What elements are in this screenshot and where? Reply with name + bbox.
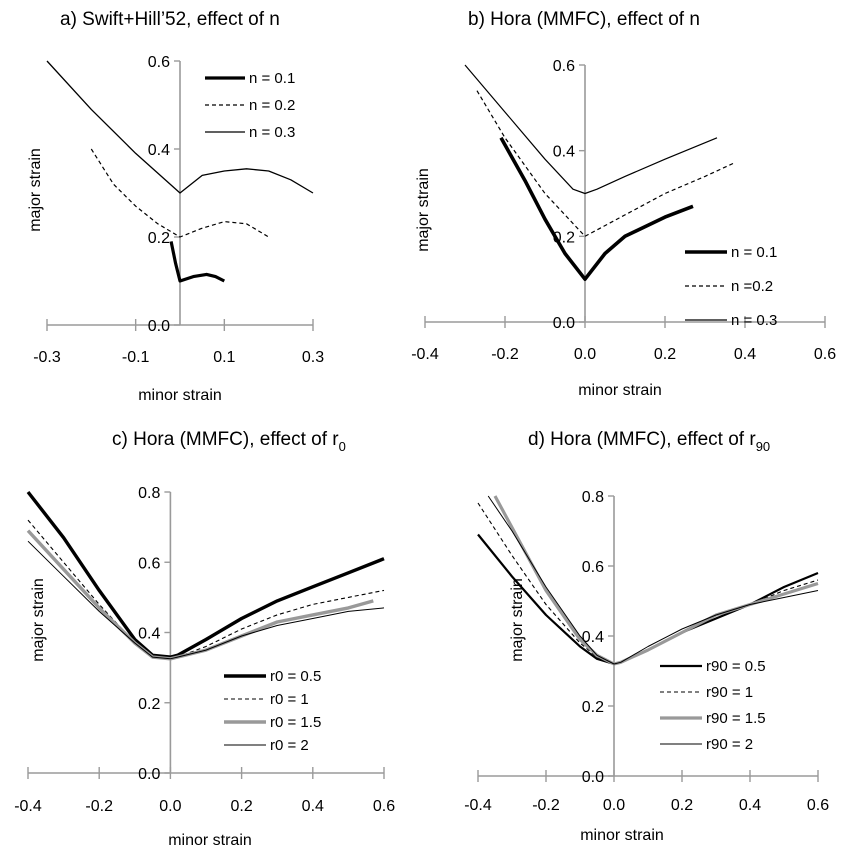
x-tick-label: 0.2 bbox=[230, 798, 252, 815]
x-tick-label: -0.4 bbox=[14, 798, 42, 815]
series-line-c-1 bbox=[26, 490, 385, 659]
x-tick-label: -0.2 bbox=[532, 797, 560, 814]
legend-label: n = 0.3 bbox=[731, 312, 777, 329]
chart-title-b: b) Hora (MMFC), effect of n bbox=[468, 9, 700, 30]
y-axis-label: major strain bbox=[509, 578, 526, 662]
x-tick-label: -0.3 bbox=[33, 349, 61, 366]
legend-label: n = 0.2 bbox=[249, 97, 295, 114]
series-line-a-2 bbox=[90, 148, 270, 238]
y-tick-label: 0.0 bbox=[553, 315, 575, 332]
chart-panel-d: d) Hora (MMFC), effect of r90 -0.4 -0.2 0.0… bbox=[464, 429, 829, 844]
series-line-a-3 bbox=[46, 60, 314, 194]
chart-panel-a: a) Swift+Hill’52, effect of n -0.3 -0.1 0.1… bbox=[27, 9, 324, 404]
y-tick-label: 0.8 bbox=[138, 485, 160, 502]
x-tick-label: -0.1 bbox=[122, 349, 150, 366]
series-line-b-3 bbox=[464, 64, 718, 195]
x-tick-label: 0.6 bbox=[807, 797, 829, 814]
chart-panel-c: c) Hora (MMFC), effect of r0 -0.4 -0.2 0.0 0… bbox=[14, 429, 395, 849]
series-line-d-3 bbox=[493, 495, 819, 666]
x-tick-label: 0.6 bbox=[814, 346, 836, 363]
legend-label: n =0.2 bbox=[731, 278, 773, 295]
legend-label: r0 = 1.5 bbox=[270, 714, 321, 731]
y-tick-label: 0.6 bbox=[148, 54, 170, 71]
legend-label: r0 = 2 bbox=[270, 737, 309, 754]
x-axis-label: minor strain bbox=[138, 387, 222, 404]
legend-label: r90 = 0.5 bbox=[706, 658, 766, 675]
y-tick-label: 0.6 bbox=[138, 555, 160, 572]
chart-title-d: d) Hora (MMFC), effect of r90 bbox=[528, 429, 770, 454]
x-axis-label: minor strain bbox=[168, 832, 252, 849]
legend-label: n = 0.3 bbox=[249, 124, 295, 141]
legend-c: r0 = 0.5 r0 = 1 r0 = 1.5 r0 = 2 bbox=[224, 668, 321, 754]
y-tick-label: 0.6 bbox=[553, 58, 575, 75]
legend-label: r0 = 0.5 bbox=[270, 668, 321, 685]
y-tick-label: 0.8 bbox=[582, 489, 604, 506]
chart-title-a: a) Swift+Hill’52, effect of n bbox=[60, 9, 280, 30]
y-tick-label: 0.4 bbox=[553, 144, 575, 161]
legend-label: r90 = 1 bbox=[706, 684, 753, 701]
x-tick-label: -0.4 bbox=[411, 346, 439, 363]
series-line-c-4 bbox=[27, 540, 385, 660]
x-tick-label: -0.4 bbox=[464, 797, 492, 814]
x-axis-label: minor strain bbox=[578, 382, 662, 399]
y-tick-label: 0.0 bbox=[148, 318, 170, 335]
x-tick-label: 0.4 bbox=[734, 346, 756, 363]
y-tick-label: 0.4 bbox=[138, 626, 160, 643]
legend-label: r90 = 2 bbox=[706, 736, 753, 753]
series-line-b-1 bbox=[499, 136, 694, 282]
x-tick-label: 0.6 bbox=[373, 798, 395, 815]
y-tick-label: 0.4 bbox=[582, 629, 604, 646]
y-axis-label: major strain bbox=[27, 148, 44, 232]
x-tick-label: 0.4 bbox=[302, 798, 324, 815]
series-line-d-2 bbox=[477, 502, 819, 665]
x-tick-label: 0.2 bbox=[654, 346, 676, 363]
x-tick-label: -0.2 bbox=[85, 798, 113, 815]
y-tick-label: 0.0 bbox=[582, 769, 604, 786]
series-line-a-1 bbox=[169, 241, 226, 283]
chart-panel-b: b) Hora (MMFC), effect of n -0.4 -0.2 0.0 0.… bbox=[411, 9, 836, 399]
series-line-b-2 bbox=[476, 90, 734, 237]
y-tick-label: 0.4 bbox=[148, 142, 170, 159]
series-line-c-3 bbox=[26, 529, 374, 661]
legend-label: n = 0.1 bbox=[731, 244, 777, 261]
x-tick-label: 0.0 bbox=[159, 798, 181, 815]
x-tick-label: 0.3 bbox=[302, 349, 324, 366]
y-tick-label: 0.2 bbox=[148, 230, 170, 247]
legend-b: n = 0.1 n =0.2 n = 0.3 bbox=[685, 244, 777, 329]
x-tick-label: 0.1 bbox=[213, 349, 235, 366]
y-axis-label: major strain bbox=[415, 168, 432, 252]
y-tick-label: 0.0 bbox=[138, 766, 160, 783]
legend-a: n = 0.1 n = 0.2 n = 0.3 bbox=[205, 70, 295, 141]
x-axis-label: minor strain bbox=[580, 827, 664, 844]
x-tick-label: 0.2 bbox=[671, 797, 693, 814]
chart-title-c: c) Hora (MMFC), effect of r0 bbox=[112, 429, 346, 454]
legend-label: r0 = 1 bbox=[270, 691, 309, 708]
y-axis-label: major strain bbox=[30, 578, 47, 662]
x-tick-label: -0.2 bbox=[491, 346, 519, 363]
x-tick-label: 0.4 bbox=[739, 797, 761, 814]
legend-d: r90 = 0.5 r90 = 1 r90 = 1.5 r90 = 2 bbox=[660, 658, 766, 753]
legend-label: n = 0.1 bbox=[249, 70, 295, 87]
legend-label: r90 = 1.5 bbox=[706, 710, 766, 727]
y-tick-label: 0.6 bbox=[582, 559, 604, 576]
x-tick-label: 0.0 bbox=[603, 797, 625, 814]
y-tick-label: 0.2 bbox=[582, 699, 604, 716]
y-tick-label: 0.2 bbox=[138, 696, 160, 713]
x-tick-label: 0.0 bbox=[574, 346, 596, 363]
series-line-d-4 bbox=[487, 495, 819, 665]
